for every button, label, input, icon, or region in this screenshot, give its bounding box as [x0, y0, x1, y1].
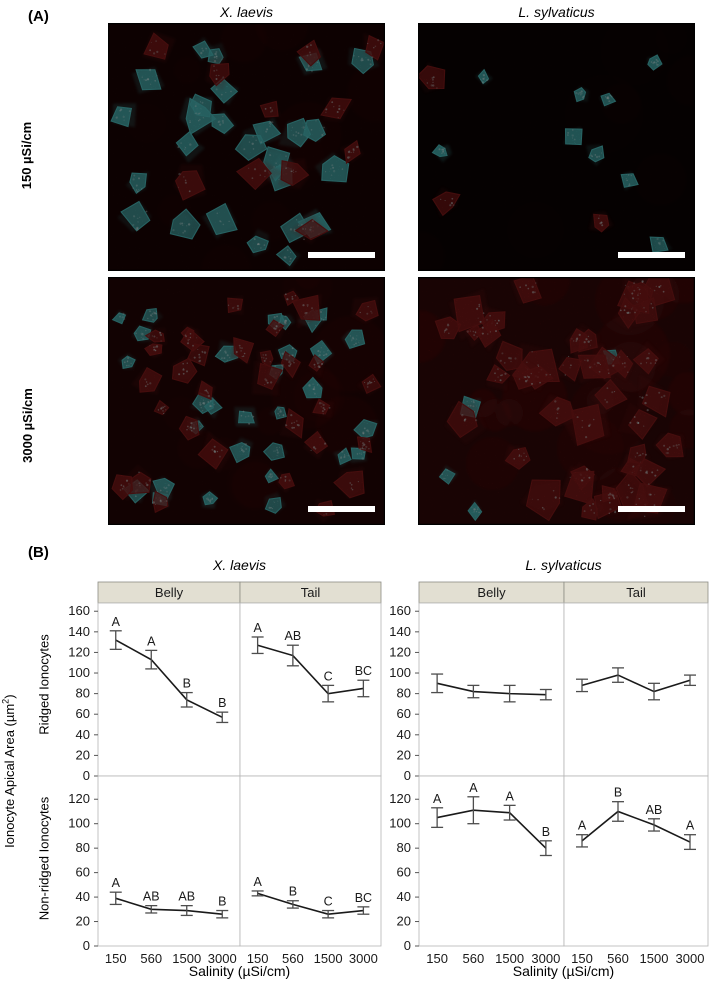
svg-text:1500: 1500	[640, 951, 669, 966]
svg-text:0: 0	[83, 938, 90, 953]
svg-text:B: B	[289, 885, 297, 899]
svg-text:80: 80	[397, 840, 411, 855]
svg-text:80: 80	[397, 686, 411, 701]
svg-text:40: 40	[76, 889, 90, 904]
svg-text:Salinity (µSi/cm): Salinity (µSi/cm)	[189, 963, 290, 979]
svg-text:B: B	[614, 786, 622, 800]
svg-text:C: C	[324, 895, 333, 909]
svg-text:150: 150	[426, 951, 448, 966]
svg-text:560: 560	[463, 951, 485, 966]
svg-text:20: 20	[76, 747, 90, 762]
svg-text:160: 160	[68, 603, 90, 618]
svg-text:120: 120	[68, 644, 90, 659]
svg-text:150: 150	[105, 951, 127, 966]
svg-text:80: 80	[76, 686, 90, 701]
svg-text:60: 60	[397, 865, 411, 880]
svg-text:0: 0	[404, 938, 411, 953]
svg-text:BC: BC	[355, 891, 372, 905]
svg-text:100: 100	[389, 816, 411, 831]
svg-text:40: 40	[76, 727, 90, 742]
svg-text:20: 20	[397, 747, 411, 762]
svg-text:AB: AB	[178, 890, 195, 904]
svg-text:120: 120	[389, 644, 411, 659]
svg-text:1500: 1500	[314, 951, 343, 966]
svg-text:40: 40	[397, 727, 411, 742]
svg-text:3000: 3000	[676, 951, 705, 966]
svg-text:Belly: Belly	[477, 585, 506, 600]
svg-text:Salinity (µSi/cm): Salinity (µSi/cm)	[513, 963, 614, 979]
svg-text:560: 560	[140, 951, 162, 966]
svg-text:AB: AB	[143, 890, 160, 904]
svg-text:C: C	[324, 669, 333, 683]
svg-text:100: 100	[68, 665, 90, 680]
svg-text:A: A	[433, 792, 442, 806]
svg-text:Tail: Tail	[301, 585, 321, 600]
svg-text:BC: BC	[355, 664, 372, 678]
svg-text:A: A	[505, 789, 514, 803]
svg-text:A: A	[578, 819, 587, 833]
svg-text:B: B	[183, 677, 191, 691]
svg-text:40: 40	[397, 889, 411, 904]
svg-text:20: 20	[397, 914, 411, 929]
svg-text:3000: 3000	[349, 951, 378, 966]
svg-text:AB: AB	[285, 629, 302, 643]
svg-text:A: A	[112, 615, 121, 629]
svg-text:B: B	[218, 696, 226, 710]
svg-text:100: 100	[389, 665, 411, 680]
svg-text:120: 120	[68, 791, 90, 806]
svg-text:A: A	[253, 875, 262, 889]
svg-text:B: B	[542, 825, 550, 839]
svg-text:140: 140	[389, 624, 411, 639]
svg-text:Belly: Belly	[155, 585, 184, 600]
svg-text:20: 20	[76, 914, 90, 929]
svg-text:100: 100	[68, 816, 90, 831]
svg-text:A: A	[147, 634, 156, 648]
svg-text:60: 60	[397, 706, 411, 721]
svg-text:160: 160	[389, 603, 411, 618]
svg-text:0: 0	[404, 768, 411, 783]
svg-text:60: 60	[76, 706, 90, 721]
svg-text:AB: AB	[646, 803, 663, 817]
svg-text:A: A	[686, 819, 695, 833]
svg-text:120: 120	[389, 791, 411, 806]
svg-text:140: 140	[68, 624, 90, 639]
svg-text:80: 80	[76, 840, 90, 855]
svg-text:60: 60	[76, 865, 90, 880]
svg-text:A: A	[469, 781, 478, 795]
svg-text:B: B	[218, 895, 226, 909]
svg-text:0: 0	[83, 768, 90, 783]
svg-text:Tail: Tail	[626, 585, 646, 600]
svg-text:A: A	[253, 621, 262, 635]
svg-text:A: A	[112, 876, 121, 890]
